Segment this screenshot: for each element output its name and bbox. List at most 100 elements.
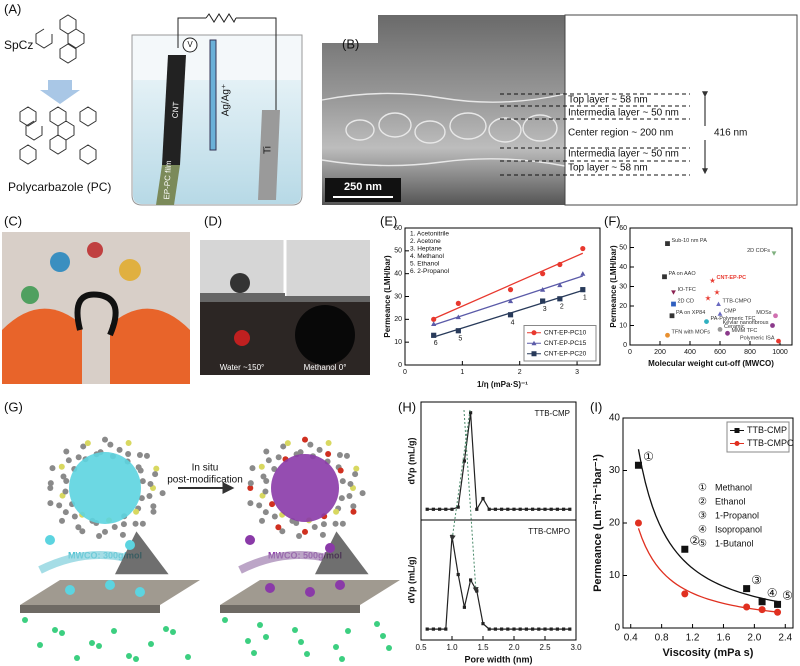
marker [462,459,466,463]
point-label: Polymeric ISA [740,336,775,342]
point-label: 5 [458,336,462,343]
atom [119,531,126,538]
counter-electrode [258,110,280,200]
atom [102,436,108,443]
marker [512,627,516,631]
marker [671,301,676,307]
atom [150,508,157,515]
point-label: 3 [543,306,547,313]
solute [325,543,335,553]
solvent-label: 3. Heptane [410,246,442,253]
flow-arrow [38,531,169,575]
x-tick-label: 1.0 [446,643,458,652]
x-tick-label: 600 [714,349,726,356]
atom [337,467,344,474]
solvent-label: 5. Ethanol [410,261,440,268]
atom [284,440,291,447]
x-tick-label: 0.4 [624,633,638,644]
atom [120,521,127,528]
ring-sketch [35,14,85,64]
solute [59,630,65,636]
marker [506,507,510,511]
marker [562,507,566,511]
fiber [488,117,522,143]
atom [136,452,143,459]
marker [580,287,586,293]
atom [143,452,150,459]
marker [425,507,429,511]
image-corner [322,15,378,43]
y-tick-label: 50 [394,248,402,255]
marker [774,600,782,608]
marker [444,627,448,631]
methanol-spot [295,305,355,365]
molecule-pc [19,106,97,165]
step-label: post-modification [167,475,243,486]
reaction-arrow [40,80,80,104]
atom [107,441,114,448]
solute [170,629,176,635]
atom [150,503,157,510]
panel-label: (H) [398,399,416,414]
solvent-symbol: ② [698,497,707,508]
solute [222,617,228,623]
marker [531,507,535,511]
sem-image [322,15,565,205]
marker [665,241,670,246]
atom [139,478,146,485]
atom [263,477,270,484]
atom [63,477,70,484]
marker [705,295,711,301]
marker [709,277,716,284]
chart-title: TTB-CMP [534,409,570,418]
solute [380,633,386,639]
substrate [200,293,285,302]
atom [47,485,54,491]
atom [275,524,282,531]
marker [444,507,448,511]
decor [50,252,70,272]
atom [111,524,118,531]
marker [717,311,723,316]
marker [540,287,546,292]
fit-line [637,449,778,603]
solute [163,626,169,632]
solvent-label: 1-Propanol [715,510,759,520]
atom [75,524,82,531]
y-axis-label: Permeance (LMH/bar) [609,245,618,328]
marker [462,605,466,609]
marker [481,622,485,626]
reference-label: Ag/Ag⁺ [221,84,232,117]
marker [475,507,479,511]
solute [148,641,154,647]
point-label: MOSs [756,310,772,316]
atom [71,513,78,520]
atom [263,448,270,455]
marker [555,627,559,631]
legend-marker [531,330,537,336]
marker [634,461,642,469]
solute [37,642,43,648]
point-label: 4 [511,320,515,327]
plot-frame [420,401,577,521]
y-axis-label: dVp (mL/g) [406,438,416,485]
solvent-symbol: ① [698,483,707,494]
solute [133,656,139,662]
atom [62,488,69,495]
x-tick-label: 400 [684,349,696,356]
x-axis-label: Viscosity (mPa s) [663,647,754,659]
marker [431,332,437,338]
x-tick-label: 0.5 [415,643,427,652]
atom [350,503,357,510]
fiber [378,112,412,138]
marker [555,507,559,511]
layer-label: Intermedia layer ~ 50 nm [568,149,679,160]
x-tick-label: 200 [654,349,666,356]
solute [265,583,275,593]
membrane-edge [220,605,360,613]
water-label: Water ~150° [220,363,264,372]
marker [671,290,676,295]
droplet [230,273,250,293]
atom [262,509,269,516]
